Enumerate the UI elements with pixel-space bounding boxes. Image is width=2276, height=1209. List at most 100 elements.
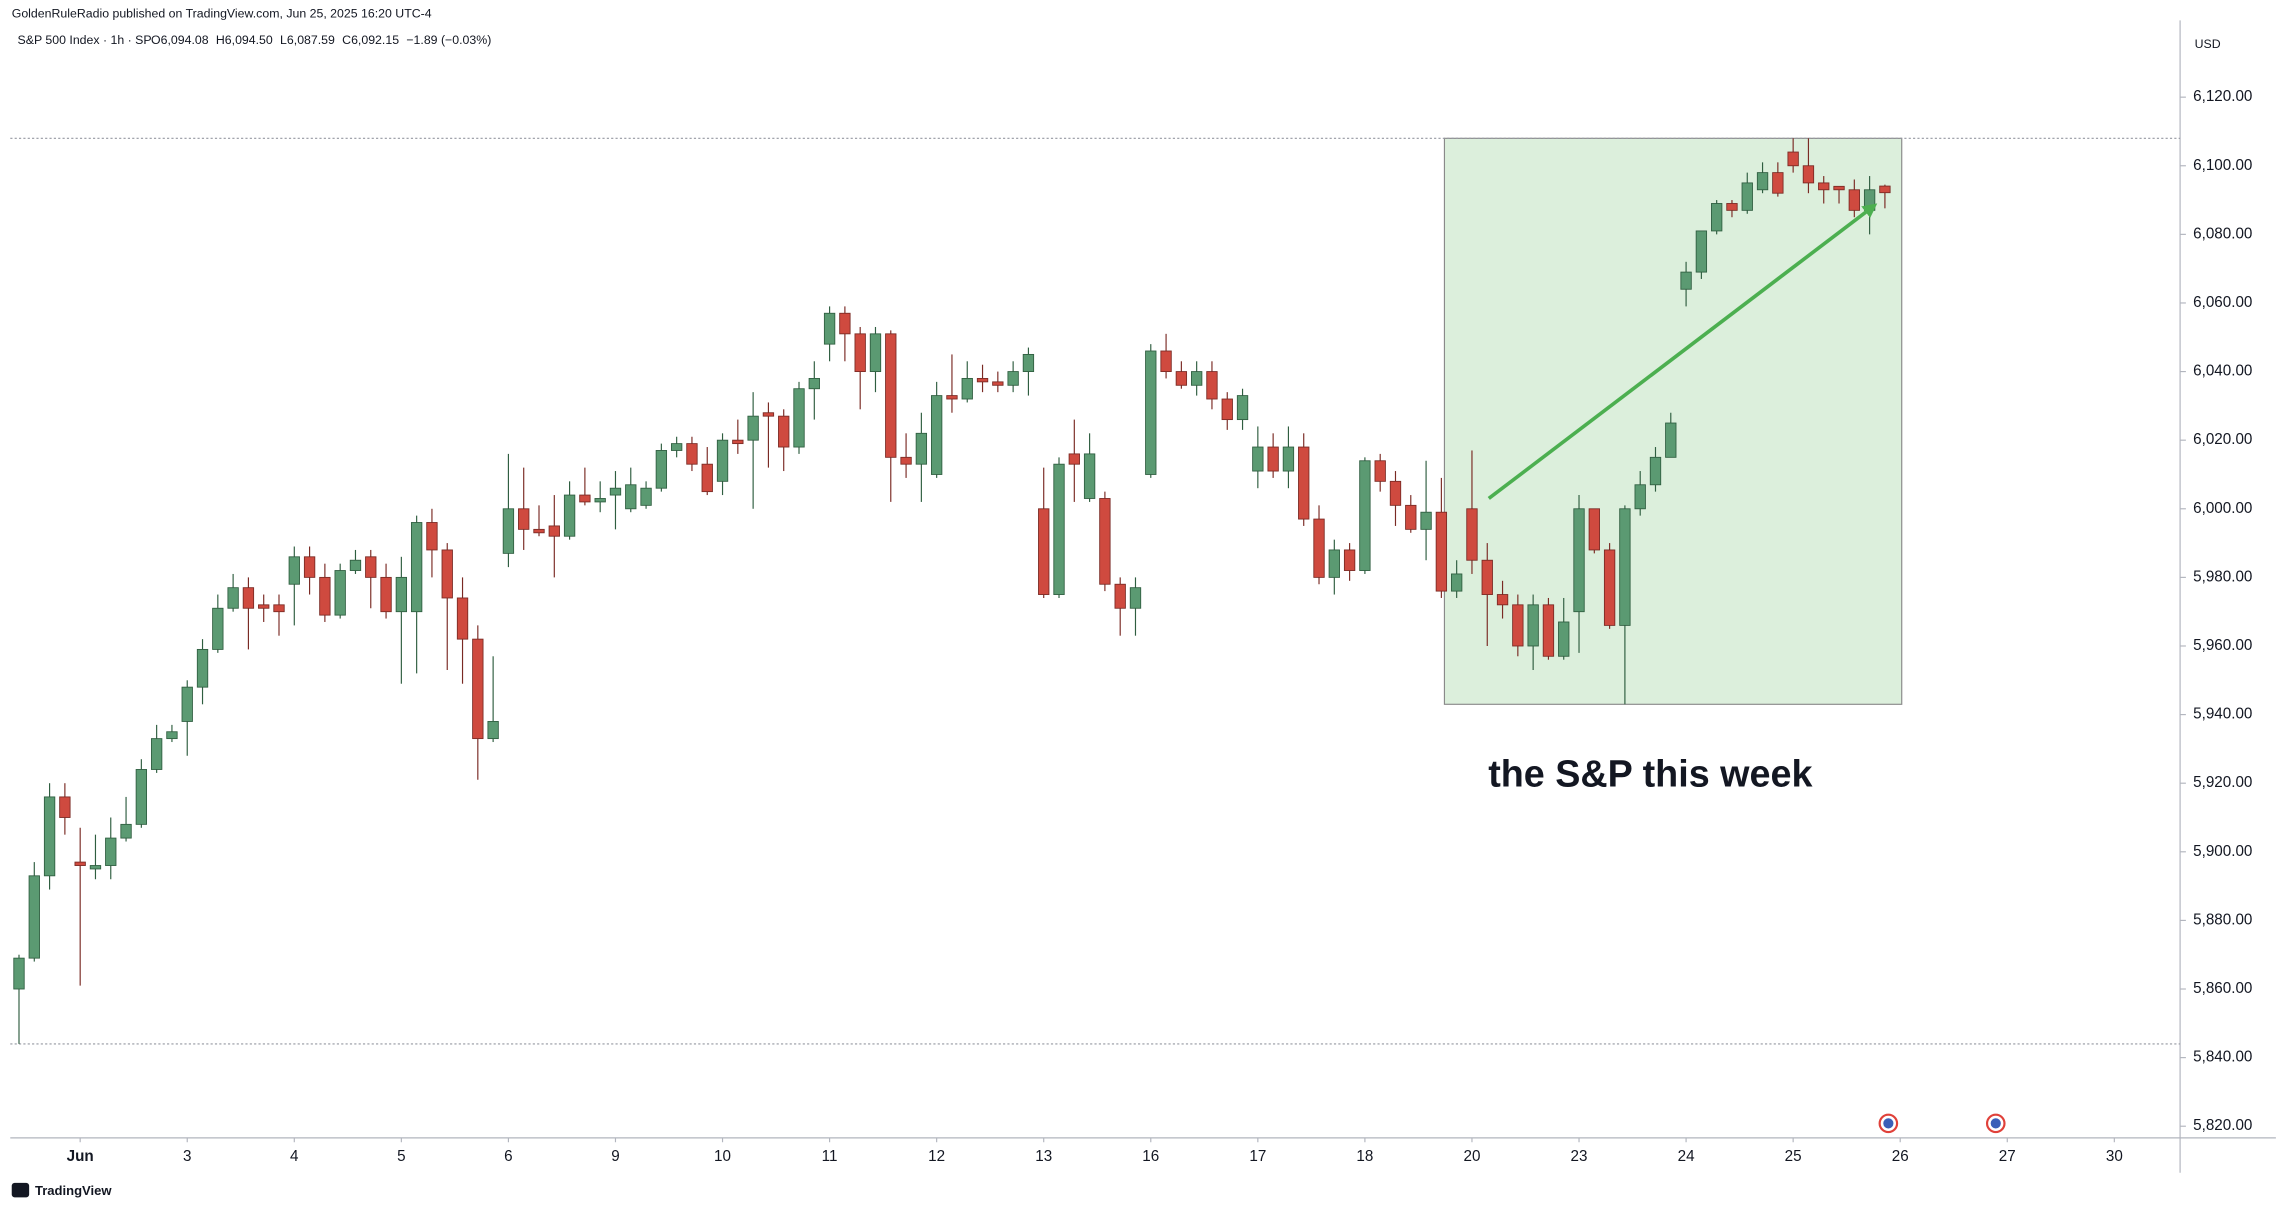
candle-body bbox=[212, 607, 224, 650]
candle-body bbox=[1573, 508, 1585, 613]
candle-body bbox=[1236, 395, 1249, 421]
candle-body bbox=[885, 333, 897, 458]
logo: TradingView bbox=[35, 1183, 112, 1198]
y-tick-label: 6,080.00 bbox=[2193, 225, 2252, 242]
candle-body bbox=[839, 312, 851, 335]
candle-body bbox=[1099, 498, 1111, 585]
candle-body bbox=[1053, 463, 1065, 595]
candle-body bbox=[1741, 182, 1753, 211]
legend-value: L6,087.59 bbox=[280, 33, 335, 47]
candle-body bbox=[196, 648, 209, 688]
y-tick-label: 5,940.00 bbox=[2193, 706, 2252, 723]
y-tick-label: 5,820.00 bbox=[2193, 1117, 2252, 1134]
candle-body bbox=[1389, 480, 1402, 506]
candle-body bbox=[365, 556, 377, 578]
y-tick-label: 5,860.00 bbox=[2193, 980, 2252, 997]
candle-body bbox=[1007, 371, 1019, 386]
candle-body bbox=[1711, 203, 1723, 232]
event-flag-inner bbox=[1883, 1118, 1894, 1129]
candle-body bbox=[1496, 594, 1509, 606]
candle-body bbox=[1634, 484, 1646, 510]
x-tick-label: 13 bbox=[1035, 1148, 1052, 1165]
candle-body bbox=[1527, 604, 1539, 647]
candle-body bbox=[227, 587, 239, 609]
candle-body bbox=[120, 823, 132, 839]
candle-body bbox=[43, 796, 56, 877]
candle-body bbox=[609, 487, 622, 496]
legend-value: H6,094.50 bbox=[216, 33, 273, 47]
candle-body bbox=[1695, 230, 1708, 273]
candle-body bbox=[166, 731, 178, 740]
x-tick-label: 26 bbox=[1892, 1148, 1909, 1165]
candle-body bbox=[258, 604, 270, 609]
candle-body bbox=[1252, 446, 1264, 472]
candle-body bbox=[28, 875, 40, 959]
candle-body bbox=[1848, 189, 1860, 211]
candle-body bbox=[869, 333, 882, 373]
candle-body bbox=[1603, 549, 1616, 626]
candle-body bbox=[1649, 456, 1662, 486]
candle-body bbox=[1756, 172, 1769, 191]
candle-body bbox=[1145, 350, 1157, 475]
candle-body bbox=[319, 576, 331, 616]
candle-body bbox=[395, 576, 408, 613]
candle-body bbox=[502, 508, 515, 554]
candle-body bbox=[976, 377, 989, 383]
candle-body bbox=[1726, 203, 1738, 211]
candle-body bbox=[1022, 353, 1035, 373]
x-tick-label: 6 bbox=[504, 1148, 512, 1165]
candle-body bbox=[1512, 604, 1524, 647]
candle-body bbox=[150, 738, 163, 770]
candle-body bbox=[548, 525, 560, 537]
y-tick-label: 5,980.00 bbox=[2193, 568, 2252, 585]
x-tick-label: 30 bbox=[2106, 1148, 2123, 1165]
candle-body bbox=[655, 450, 668, 489]
candle-body bbox=[823, 312, 836, 345]
candle-body bbox=[992, 381, 1004, 386]
candle-body bbox=[1665, 422, 1677, 458]
candle-body bbox=[303, 556, 316, 578]
y-tick-label: 5,960.00 bbox=[2193, 637, 2252, 654]
y-tick-label: 6,020.00 bbox=[2193, 431, 2252, 448]
candle-body bbox=[1772, 172, 1784, 194]
candle-body bbox=[1114, 583, 1126, 609]
candle-body bbox=[1802, 165, 1815, 184]
candle-body bbox=[1129, 587, 1142, 609]
candle-body bbox=[1083, 453, 1096, 499]
candle-body bbox=[1619, 508, 1631, 626]
x-tick-label: 5 bbox=[397, 1148, 405, 1165]
x-tick-label: 16 bbox=[1142, 1148, 1159, 1165]
candle-body bbox=[135, 769, 148, 825]
candle-body bbox=[1206, 371, 1218, 400]
candle-body bbox=[1374, 460, 1386, 482]
currency: USD bbox=[2195, 37, 2221, 51]
candle-body bbox=[579, 494, 591, 503]
y-tick-label: 5,880.00 bbox=[2193, 911, 2252, 928]
candle-body bbox=[1038, 508, 1050, 595]
candle-body bbox=[1558, 621, 1570, 657]
y-tick-label: 6,060.00 bbox=[2193, 294, 2252, 311]
candle-body bbox=[518, 508, 530, 530]
candle-body bbox=[441, 549, 453, 599]
candle-body bbox=[13, 957, 25, 990]
candle-body bbox=[288, 556, 300, 585]
candle-body bbox=[594, 498, 606, 503]
candle-body bbox=[1405, 504, 1417, 530]
candle-body bbox=[89, 865, 102, 870]
legend-values: O6,094.08 H6,094.50 L6,087.59 C6,092.15 −1.8… bbox=[151, 33, 491, 47]
candle-body bbox=[1313, 518, 1325, 578]
candle-body bbox=[410, 522, 423, 613]
legend-value: O6,094.08 bbox=[151, 33, 209, 47]
logo-icon bbox=[11, 1182, 30, 1198]
symbol: S&P 500 Index · 1h · SP bbox=[18, 33, 152, 47]
candle-body bbox=[1343, 549, 1356, 571]
candle-body bbox=[808, 377, 820, 390]
candle-body bbox=[946, 395, 958, 400]
candle-body bbox=[1818, 182, 1830, 191]
candle-body bbox=[1282, 446, 1295, 472]
x-tick-label: 12 bbox=[928, 1148, 945, 1165]
x-tick-label: 18 bbox=[1356, 1148, 1373, 1165]
candle-body bbox=[74, 861, 86, 866]
candle-body bbox=[701, 463, 713, 493]
